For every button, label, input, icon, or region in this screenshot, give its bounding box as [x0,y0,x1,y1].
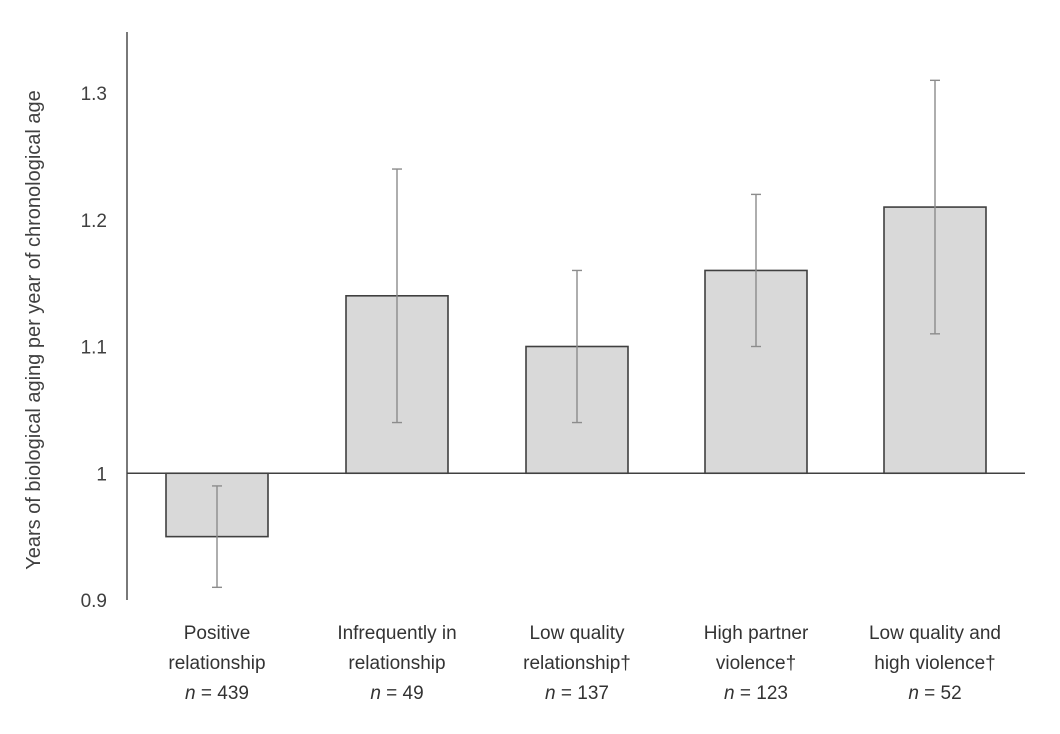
error-bar [751,193,761,348]
sample-size-label: n = 52 [908,683,961,704]
category-label: relationship [168,653,265,674]
bars [165,206,987,538]
category-label: High partner [704,623,809,644]
category-labels: Positive relationship n = 439 Infrequently … [168,623,1001,704]
y-tick-label: 0.9 [81,591,107,612]
error-bar [392,168,402,424]
category-label: Infrequently in [337,623,456,644]
y-tick-label: 1.2 [81,211,107,232]
category-label: Low quality and [869,623,1001,644]
category-label: relationship† [523,653,631,674]
category-label: high violence† [874,653,995,674]
category-label: relationship [348,653,445,674]
y-tick-label: 1 [96,464,107,485]
sample-size-label: n = 49 [370,683,423,704]
category-label: Positive [184,623,251,644]
y-tick-label: 1.3 [81,84,107,105]
error-bar [930,79,940,335]
y-tick-label: 1.1 [81,338,107,359]
sample-size-label: n = 439 [185,683,249,704]
error-bar [572,269,582,424]
category-label: Low quality [529,623,625,644]
sample-size-label: n = 123 [724,683,788,704]
sample-size-label: n = 137 [545,683,609,704]
y-axis: 0.9 1 1.1 1.2 1.3 [81,32,128,612]
y-axis-title: Years of biological aging per year of ch… [23,90,45,570]
category-label: violence† [716,653,796,674]
error-bars [212,79,940,589]
error-bar [212,485,222,589]
